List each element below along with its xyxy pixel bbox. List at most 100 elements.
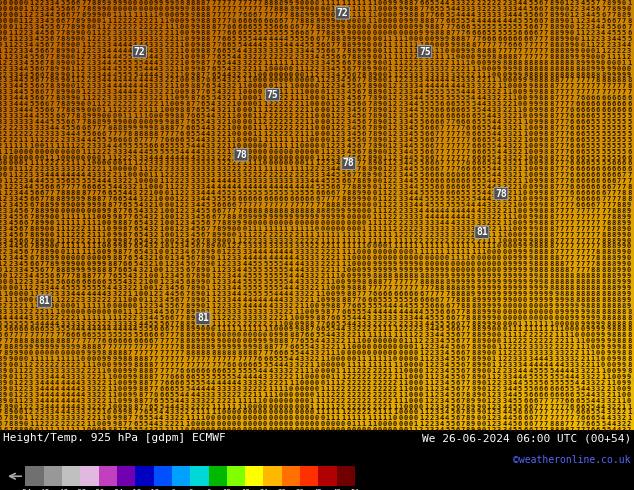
Text: 1: 1	[440, 54, 444, 60]
Text: 0: 0	[533, 125, 538, 131]
Text: 0: 0	[528, 148, 533, 155]
Text: 4: 4	[247, 184, 252, 190]
Text: 8: 8	[492, 48, 496, 54]
Text: 3: 3	[18, 119, 23, 125]
Text: 0: 0	[559, 0, 564, 6]
Text: 1: 1	[383, 161, 387, 167]
Text: 0: 0	[50, 350, 54, 356]
Text: 2: 2	[383, 380, 387, 386]
Text: 8: 8	[122, 125, 127, 131]
Text: 7: 7	[466, 380, 470, 386]
Text: 7: 7	[279, 344, 283, 350]
Text: 2: 2	[117, 107, 122, 113]
Text: 5: 5	[227, 196, 231, 202]
Text: 6: 6	[133, 220, 138, 226]
Text: 7: 7	[627, 178, 631, 184]
Text: 3: 3	[195, 161, 200, 167]
Text: 1: 1	[169, 427, 174, 433]
Text: 5: 5	[284, 30, 288, 36]
Text: 8: 8	[466, 410, 470, 416]
Text: 6: 6	[445, 315, 450, 320]
Text: 1: 1	[8, 42, 13, 48]
Text: 3: 3	[164, 416, 169, 421]
Text: 0: 0	[294, 72, 299, 77]
Text: 0: 0	[258, 143, 262, 148]
Text: 5: 5	[133, 60, 138, 66]
Text: 1: 1	[107, 107, 112, 113]
Text: 3: 3	[435, 410, 439, 416]
Text: 5: 5	[268, 273, 273, 279]
Text: 2: 2	[81, 421, 86, 427]
Text: 0: 0	[315, 427, 320, 433]
Text: 2: 2	[299, 125, 304, 131]
Text: 2: 2	[216, 137, 221, 143]
Text: 3: 3	[565, 362, 569, 368]
Text: 7: 7	[481, 42, 486, 48]
Text: 7: 7	[253, 0, 257, 6]
Text: 2: 2	[91, 48, 96, 54]
Text: 4: 4	[70, 392, 75, 398]
Text: 8: 8	[601, 249, 605, 255]
Text: 7: 7	[149, 380, 153, 386]
Text: 0: 0	[606, 362, 611, 368]
Text: 0: 0	[362, 202, 366, 208]
Text: 0: 0	[388, 18, 392, 24]
Text: 8: 8	[133, 403, 138, 410]
Text: 2: 2	[29, 368, 34, 374]
Text: 0: 0	[164, 255, 169, 261]
Text: 0: 0	[310, 421, 314, 427]
Text: 0: 0	[299, 410, 304, 416]
Text: 0: 0	[13, 285, 18, 291]
Text: 1: 1	[502, 220, 507, 226]
Text: 4: 4	[565, 374, 569, 380]
Text: 2: 2	[3, 125, 8, 131]
Text: 5: 5	[476, 119, 481, 125]
Text: 0: 0	[481, 410, 486, 416]
Text: 5: 5	[450, 12, 455, 18]
Text: 0: 0	[247, 113, 252, 119]
Text: 3: 3	[341, 95, 346, 101]
Text: 1: 1	[346, 255, 351, 261]
Text: 9: 9	[362, 48, 366, 54]
Text: 7: 7	[362, 95, 366, 101]
Text: 7: 7	[0, 338, 2, 344]
Text: 3: 3	[507, 148, 512, 155]
Text: 9: 9	[341, 208, 346, 214]
Text: 4: 4	[185, 148, 190, 155]
Text: 0: 0	[289, 66, 294, 72]
Text: 7: 7	[591, 226, 595, 232]
Text: 8: 8	[544, 190, 548, 196]
Text: 9: 9	[622, 261, 626, 267]
Text: 0: 0	[429, 36, 434, 42]
Text: 7: 7	[585, 77, 590, 83]
Text: 9: 9	[481, 338, 486, 344]
Text: 8: 8	[133, 362, 138, 368]
Text: 3: 3	[429, 66, 434, 72]
Text: 4: 4	[175, 154, 179, 161]
Text: 8: 8	[70, 24, 75, 30]
Text: 3: 3	[232, 172, 236, 178]
Text: 2: 2	[237, 77, 242, 83]
Text: 6: 6	[455, 427, 460, 433]
Text: 4: 4	[403, 303, 408, 309]
Text: 0: 0	[273, 410, 278, 416]
Text: 0: 0	[138, 297, 143, 303]
Text: 0: 0	[315, 83, 320, 90]
Text: 2: 2	[388, 208, 392, 214]
Text: 2: 2	[497, 374, 501, 380]
Text: 9: 9	[305, 12, 309, 18]
Text: 7: 7	[575, 208, 579, 214]
Text: 2: 2	[424, 54, 429, 60]
Text: 2: 2	[227, 89, 231, 96]
Text: 0: 0	[18, 356, 23, 362]
Text: 1: 1	[232, 113, 236, 119]
Text: 9: 9	[513, 273, 517, 279]
Text: 6: 6	[575, 410, 579, 416]
Text: 0: 0	[102, 214, 106, 220]
Text: 1: 1	[253, 66, 257, 72]
Text: 1: 1	[331, 410, 335, 416]
Text: 7: 7	[362, 83, 366, 90]
Text: 3: 3	[149, 161, 153, 167]
Text: 3: 3	[8, 255, 13, 261]
Text: 0: 0	[367, 261, 372, 267]
